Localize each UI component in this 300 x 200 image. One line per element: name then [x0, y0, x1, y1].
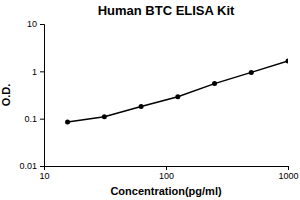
tick: 0.01: [19, 161, 44, 171]
x-axis: 10 100 1000: [39, 166, 298, 181]
point: [102, 114, 107, 119]
y-axis-title: O.D.: [0, 84, 12, 107]
axis-line: [40, 25, 45, 167]
point: [65, 120, 70, 125]
plot: 10 100 1000 0.01 0.1 1 10: [19, 19, 298, 181]
point: [212, 81, 217, 86]
point: [249, 70, 254, 75]
point: [286, 59, 289, 64]
tick-mark: [288, 166, 289, 170]
tick-label: 100: [159, 171, 174, 181]
marks: [65, 59, 288, 125]
tick-mark: [40, 71, 44, 72]
tick-label: 10: [27, 19, 37, 29]
y-axis: 0.01 0.1 1 10: [19, 19, 44, 171]
tick-label: 0.01: [19, 161, 37, 171]
tick-mark: [40, 119, 44, 120]
tick-mark: [40, 166, 44, 167]
tick: 0.1: [24, 114, 44, 124]
tick-label: 10: [39, 171, 49, 181]
tick: 1: [32, 67, 44, 77]
tick-label: 1000: [278, 171, 298, 181]
tick: 10: [39, 166, 49, 181]
tick-mark: [166, 166, 167, 170]
tick: 10: [27, 19, 44, 29]
chart: 10 100 1000 0.01 0.1 1 10 Human BTC ELISA Kit Co…: [0, 0, 300, 200]
tick: 1000: [278, 166, 298, 181]
tick: 100: [159, 166, 174, 181]
tick-label: 0.1: [24, 114, 37, 124]
tick-mark: [40, 24, 44, 25]
point: [139, 104, 144, 109]
title: Human BTC ELISA Kit: [98, 3, 235, 18]
axis-line: [45, 167, 289, 171]
tick-label: 1: [32, 67, 37, 77]
line: [68, 61, 288, 122]
x-axis-title: Concentration(pg/ml): [110, 185, 222, 197]
point: [175, 94, 180, 99]
